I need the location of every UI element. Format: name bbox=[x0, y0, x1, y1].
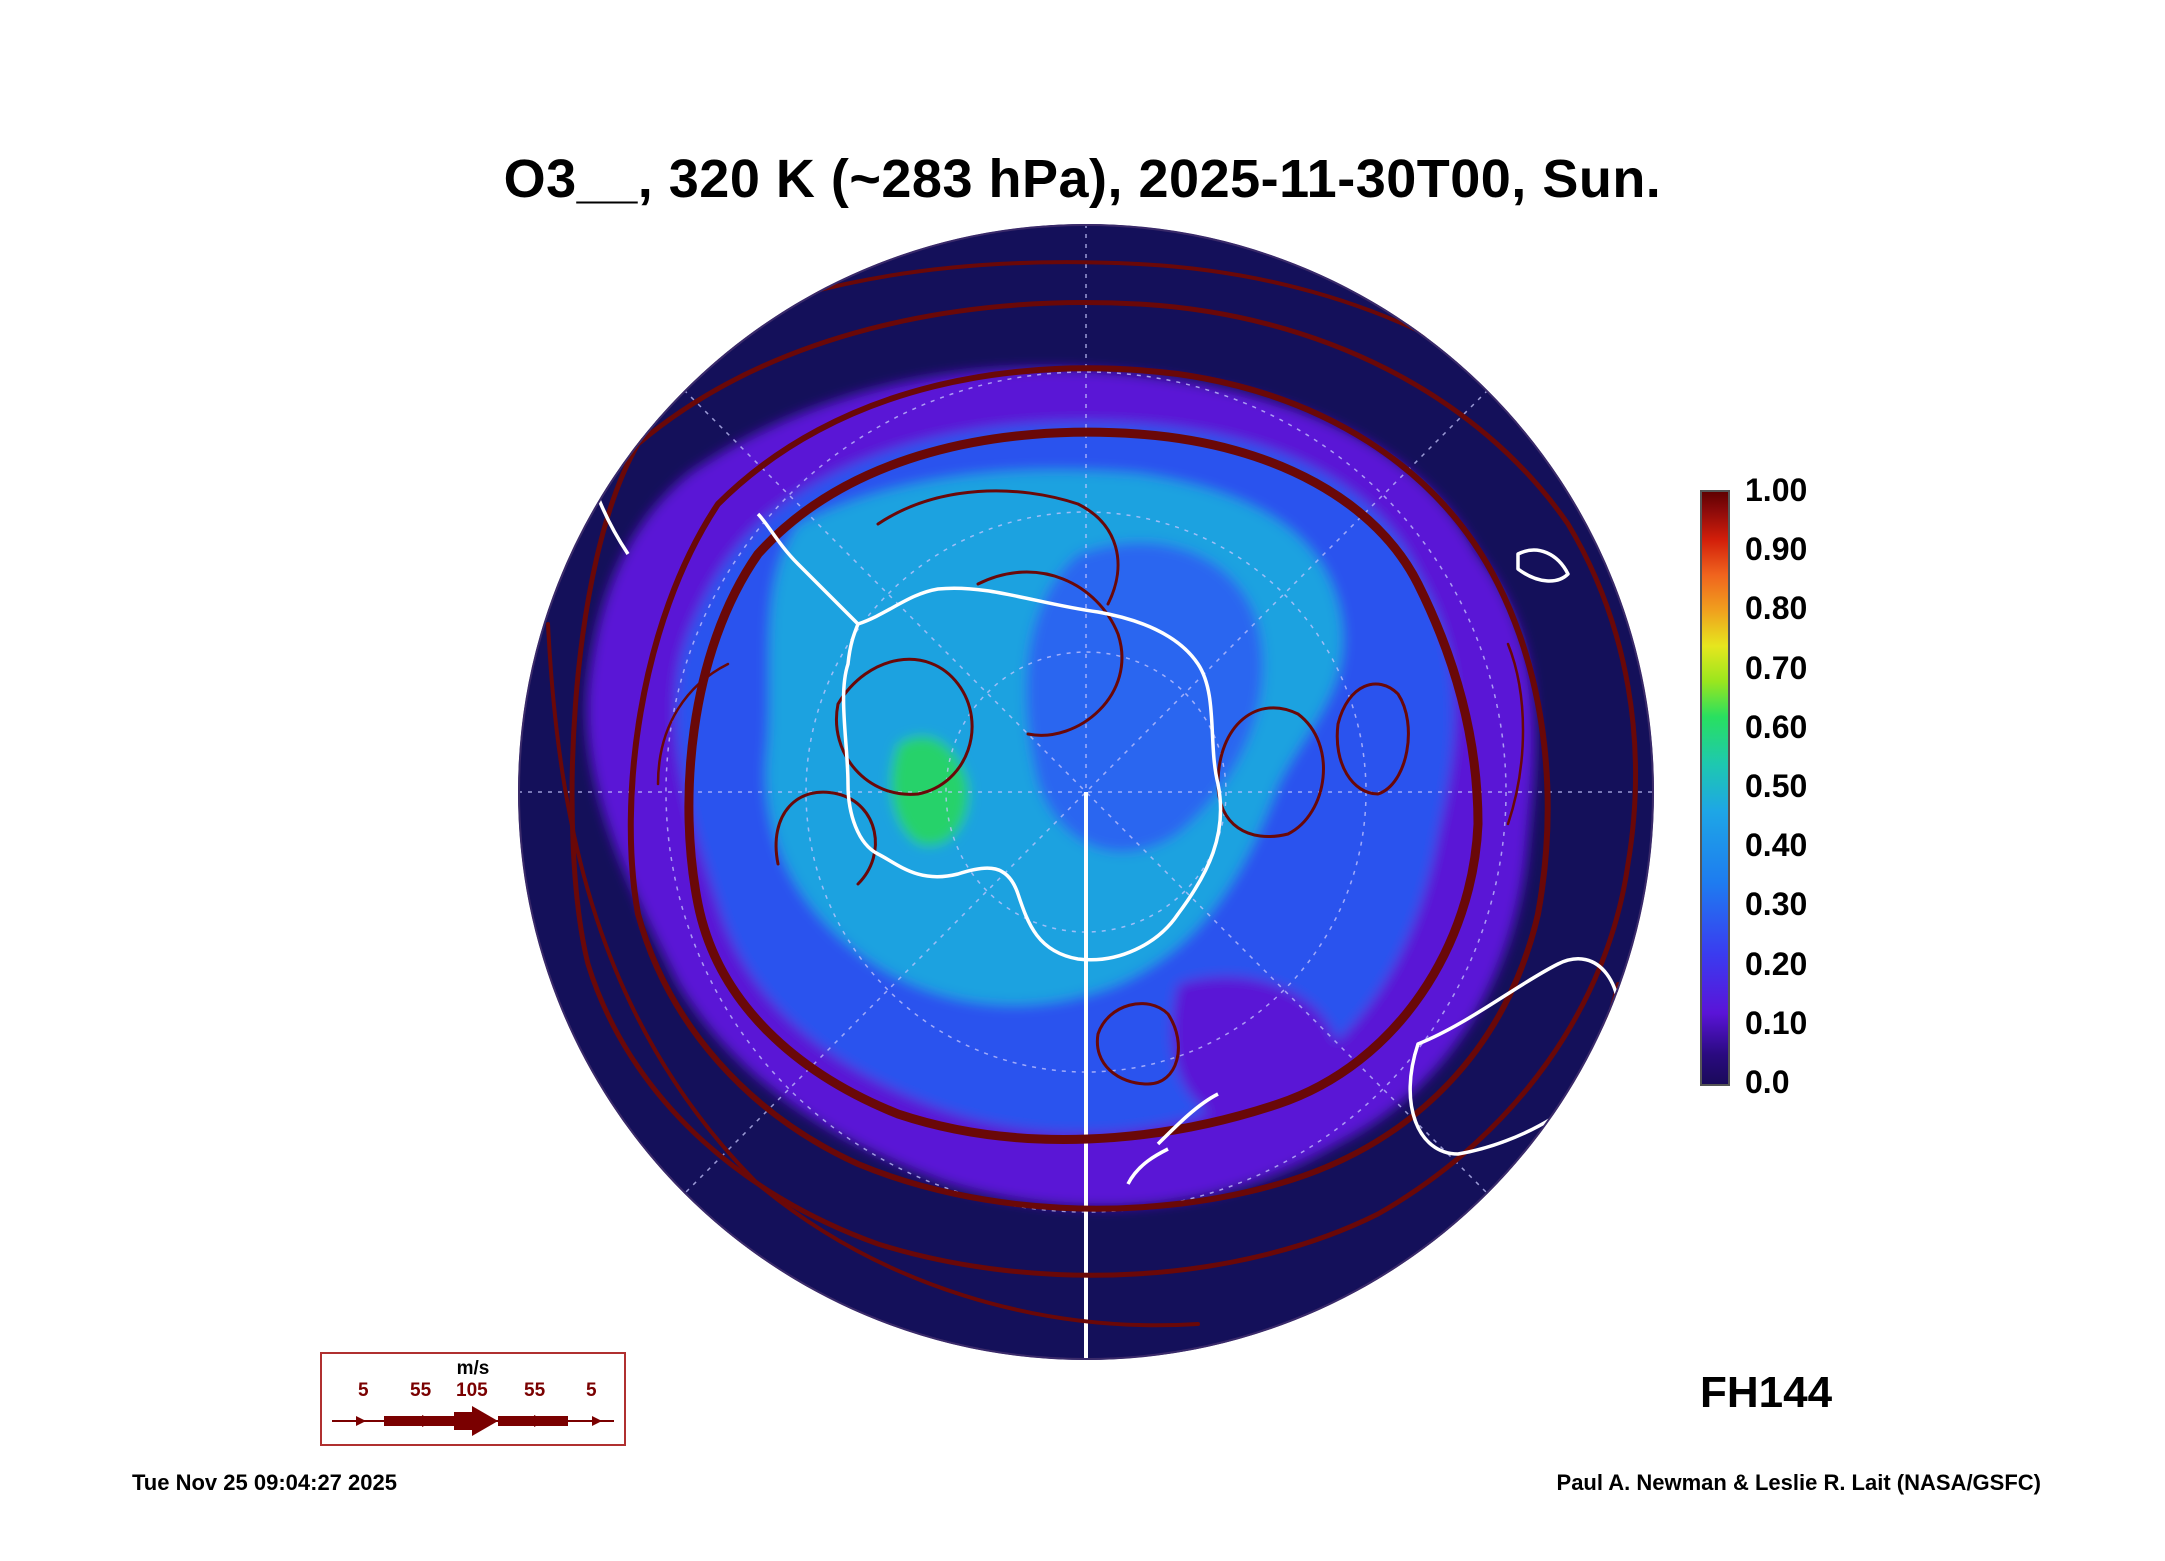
colorbar-tick-label: 0.90 bbox=[1745, 531, 1808, 568]
wind-label: 5 bbox=[358, 1380, 369, 1401]
antarctic-peninsula-coast bbox=[756, 512, 860, 626]
colorbar-tick-label: 0.60 bbox=[1745, 708, 1808, 745]
wind-speed-legend: m/s 5 55 105 55 5 bbox=[320, 1352, 626, 1446]
colorbar-tick-label: 0.80 bbox=[1745, 590, 1808, 627]
colorbar-tick-label: 0.20 bbox=[1745, 945, 1808, 982]
colorbar-tick-label: 0.10 bbox=[1745, 1004, 1808, 1041]
wind-legend-arrow bbox=[332, 1406, 614, 1436]
madagascar-coast bbox=[1516, 548, 1570, 583]
timestamp: Tue Nov 25 09:04:27 2025 bbox=[132, 1470, 397, 1495]
map-title: O3__, 320 K (~283 hPa), 2025-11-30T00, S… bbox=[503, 149, 1662, 209]
wind-label: 55 bbox=[524, 1380, 546, 1401]
colorbar-tick-label: 0.70 bbox=[1745, 649, 1808, 686]
polar-map bbox=[518, 224, 1654, 1360]
wind-label: 55 bbox=[410, 1380, 432, 1401]
colorbar-tick-label: 0.0 bbox=[1745, 1064, 1790, 1100]
wind-unit-label: m/s bbox=[456, 1358, 490, 1379]
credit-line: Paul A. Newman & Leslie R. Lait (NASA/GS… bbox=[1556, 1470, 2041, 1495]
forecast-hour-label: FH144 bbox=[1700, 1368, 1833, 1417]
antarctica-coast bbox=[841, 586, 1223, 962]
wind-label: 105 bbox=[456, 1380, 488, 1401]
map-border bbox=[518, 224, 1654, 1360]
colorbar-tick-label: 0.40 bbox=[1745, 827, 1808, 864]
colorbar-tick-label: 0.30 bbox=[1745, 886, 1808, 923]
colorbar-tick-label: 0.50 bbox=[1745, 768, 1808, 804]
new-zealand-coast bbox=[1126, 1092, 1219, 1185]
wind-label: 5 bbox=[586, 1380, 597, 1401]
ozone-0.10-gyre-se bbox=[1171, 976, 1340, 1126]
colorbar-tick-label: 1.00 bbox=[1745, 472, 1808, 508]
colorbar bbox=[1700, 490, 1730, 1086]
